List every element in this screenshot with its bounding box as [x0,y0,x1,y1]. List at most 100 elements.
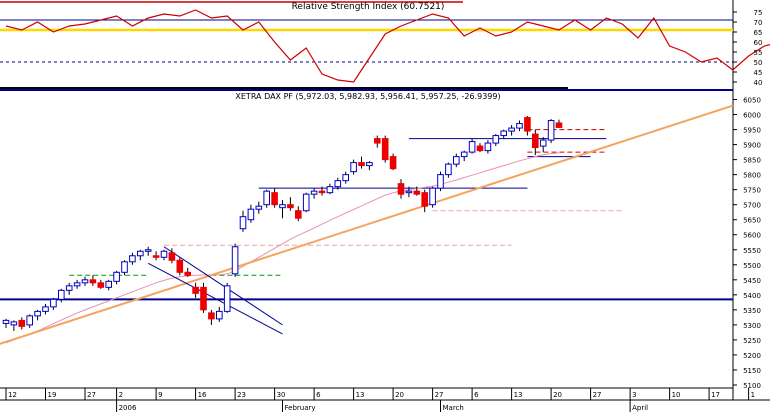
candle-body [239,216,247,230]
candle-body [208,312,215,320]
candle-body [555,122,563,128]
candle-body [295,210,302,219]
candle [350,159,357,175]
x-month-label: March [443,404,464,412]
rsi-y-tick-label: 55 [754,49,763,57]
x-month-label: April [632,404,648,412]
x-month-label: 2006 [119,404,137,412]
candle [318,186,326,196]
candle-body [397,183,405,195]
candle [168,248,176,264]
candle-body [374,138,381,144]
x-tick-label: 27 [435,391,444,399]
candle [524,116,531,136]
price-y-tick-label: 6050 [743,97,761,105]
candle [144,246,152,256]
candle [216,306,223,322]
candle-body [129,255,136,263]
candle [437,171,444,192]
x-tick-label: 27 [87,391,96,399]
x-tick-label: 3 [632,391,636,399]
price-y-tick-label: 5850 [743,157,761,165]
x-tick-label: 20 [553,391,562,399]
candle [302,192,310,213]
candle [176,257,184,276]
trendline [147,262,283,335]
price-y-tick-label: 5700 [743,202,761,210]
candle-body [287,204,294,209]
candle [342,171,349,184]
candle-body [500,130,507,137]
x-tick-label: 9 [158,391,162,399]
x-tick-label: 10 [672,391,681,399]
x-tick-label: 19 [48,391,57,399]
candle [73,279,81,289]
candle-body [516,123,523,129]
candle-body [508,127,515,132]
candle [476,143,484,153]
price-y-tick-label: 6000 [743,112,761,120]
candle-body [200,286,207,311]
candle [231,243,239,277]
candle-body [65,285,73,291]
candle-body [113,271,120,282]
candle [516,120,523,132]
candle-body [144,249,152,252]
candle-body [81,279,89,284]
candle-body [279,204,286,209]
price-y-tick-label: 5550 [743,247,761,255]
candle-body [429,187,436,206]
candle [97,279,105,289]
candle [121,260,128,276]
candle-body [255,205,263,210]
price-y-tick-label: 5500 [743,262,761,270]
candle-body [334,180,342,188]
candle [374,135,381,148]
candle [10,320,18,331]
price-title: XETRA DAX PF (5,972.03, 5,982.93, 5,956.… [235,92,500,101]
candle [334,177,342,190]
candle [34,309,41,321]
candle [247,204,255,223]
trendline [0,104,734,345]
candle-body [389,156,397,170]
rsi-y-tick-label: 45 [754,69,763,77]
candle-body [50,298,57,308]
candle-body [484,142,492,152]
candle [492,134,500,147]
candle [50,297,57,310]
candle [65,282,73,295]
x-tick-label: 23 [237,391,246,399]
candle-body [532,133,539,149]
x-tick-label: 13 [356,391,365,399]
candle-body [176,259,184,273]
candle-body [216,310,223,320]
candle-body [476,145,484,152]
trendline [163,246,283,326]
candle [389,153,397,171]
candle [532,129,539,156]
candle-body [342,174,349,182]
moving-average-line [5,152,560,344]
candle-body [492,135,500,144]
candle-body [223,285,231,312]
candle [89,275,97,286]
candle-body [247,208,255,221]
price-y-tick-label: 5800 [743,172,761,180]
candle-body [310,190,318,195]
candle-body [381,138,389,161]
x-tick-label: 13 [514,391,523,399]
candle [160,249,168,261]
candle [508,125,515,136]
candle-body [58,289,65,300]
candle [113,270,120,285]
candle [366,161,373,171]
price-y-tick-label: 5150 [743,367,761,375]
price-y-tick-label: 5450 [743,277,761,285]
candle-body [168,252,176,261]
candle [239,210,247,232]
candle [453,153,460,168]
x-tick-label: 27 [593,391,602,399]
